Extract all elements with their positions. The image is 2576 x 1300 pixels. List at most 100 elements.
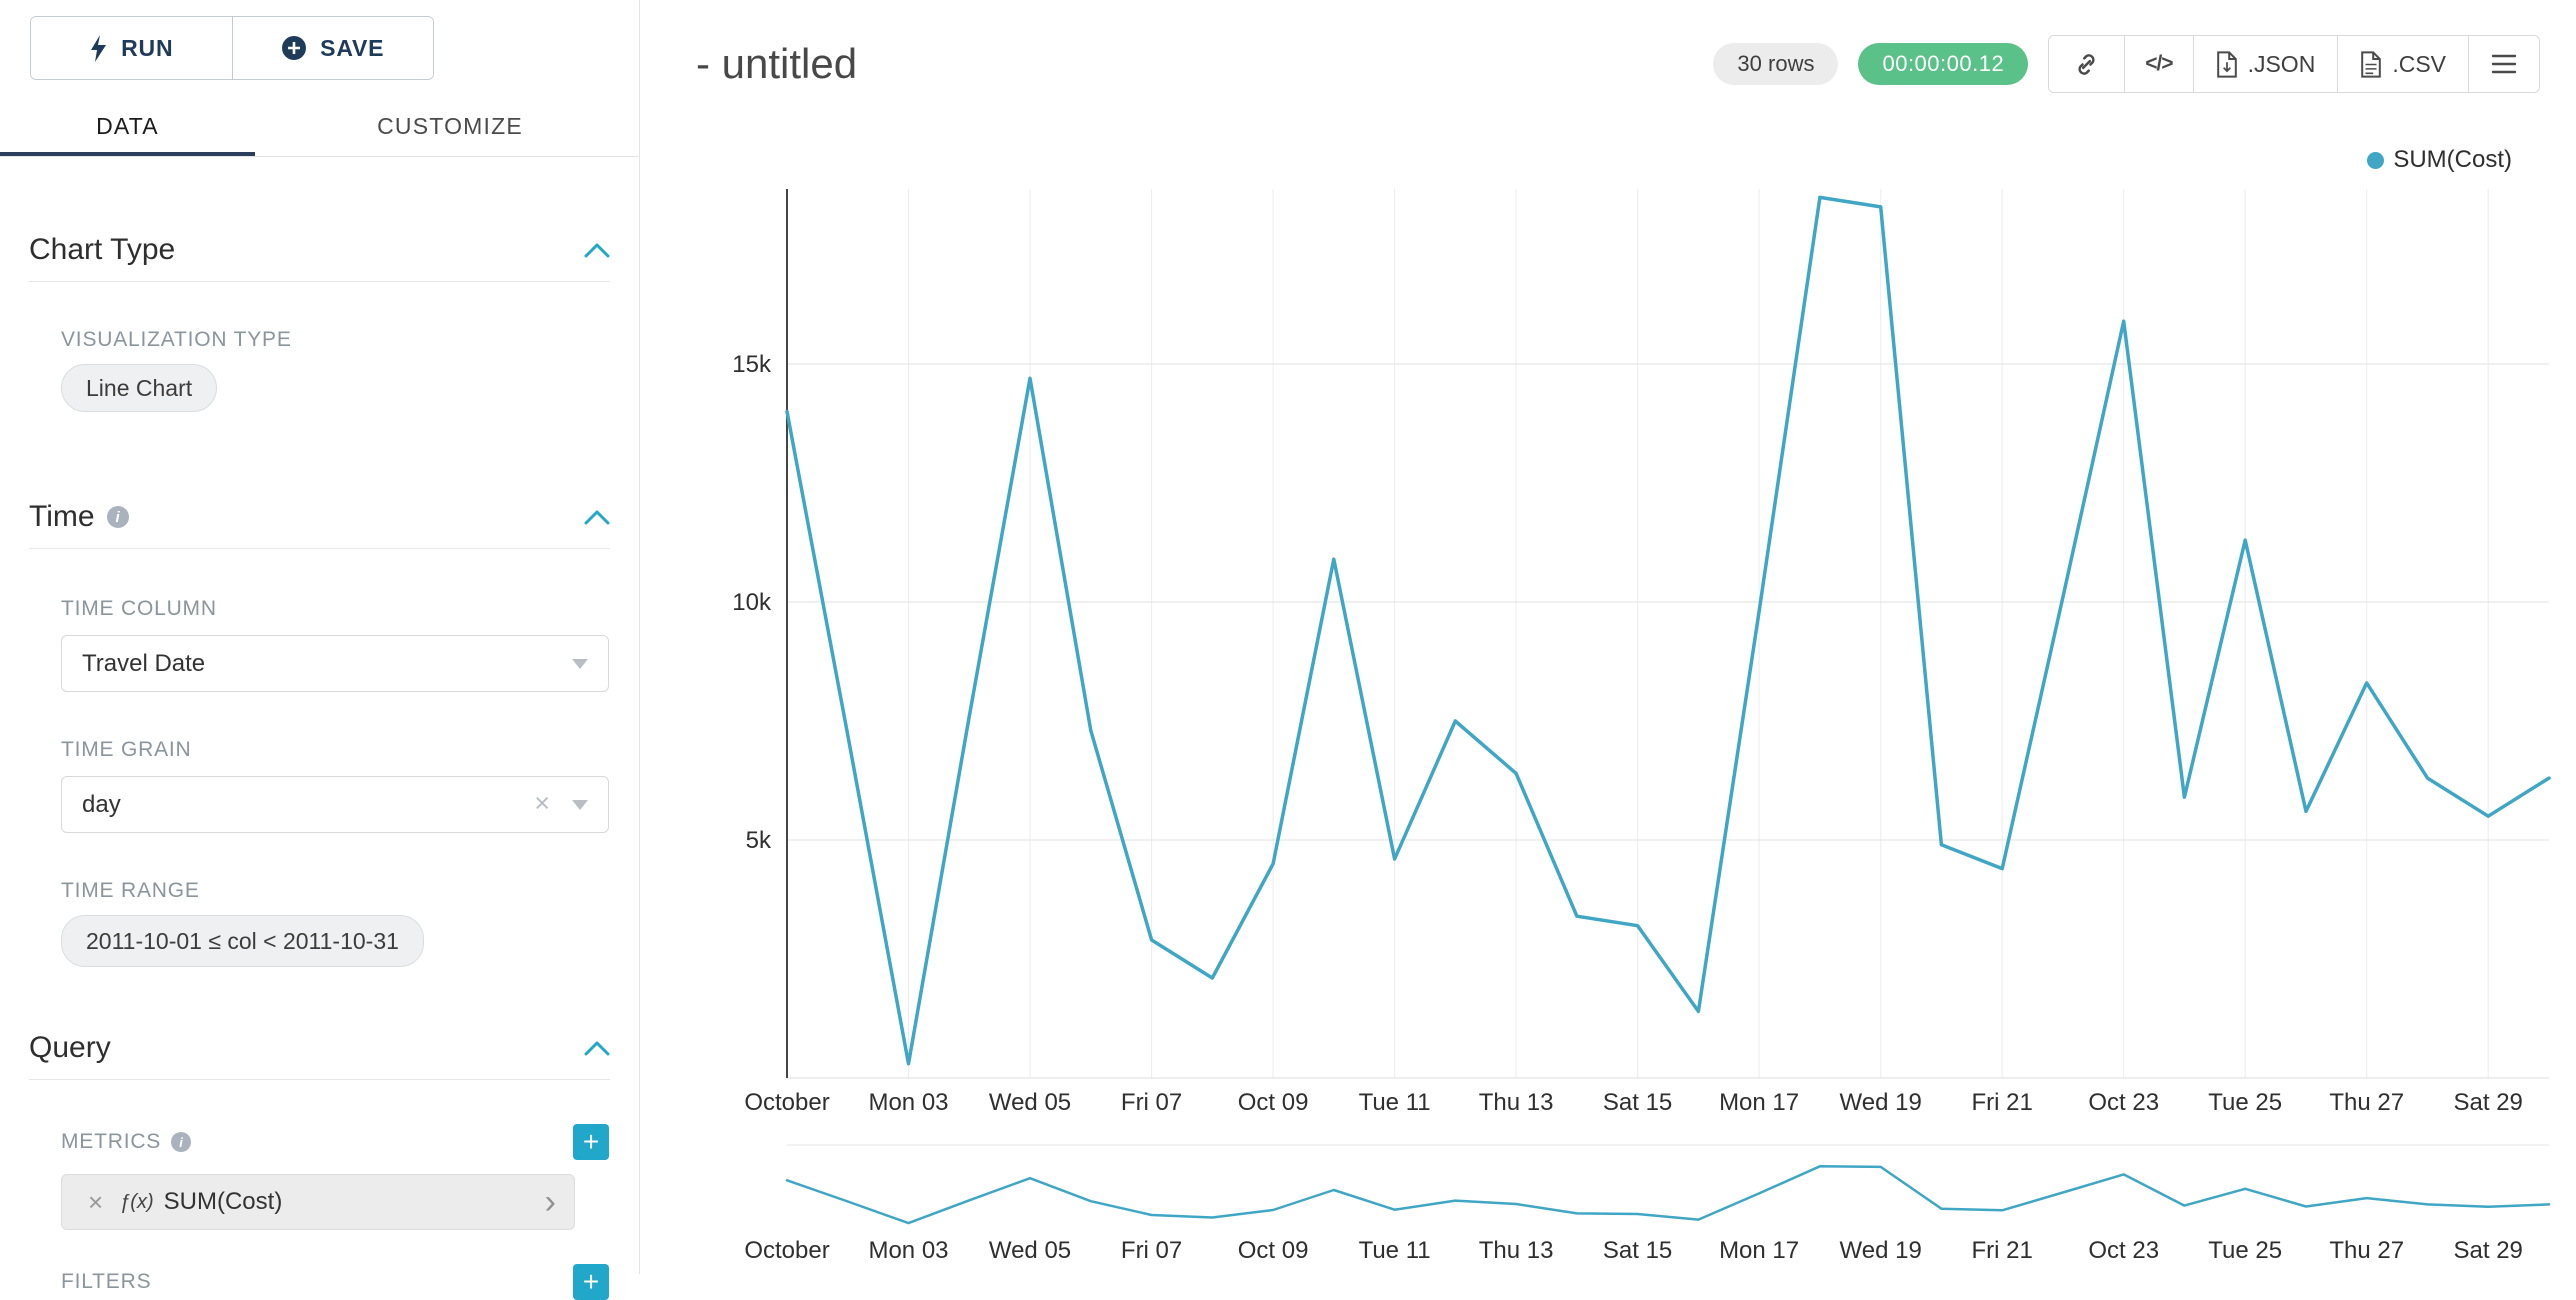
sidebar-tabbar: DATA CUSTOMIZE [0,96,639,157]
tab-customize-label: CUSTOMIZE [377,112,523,139]
chevron-up-icon[interactable] [584,1041,610,1056]
svg-text:Mon 17: Mon 17 [1719,1237,1799,1264]
section-chart-type-header[interactable]: Chart Type [29,233,610,282]
svg-text:Oct 23: Oct 23 [2088,1089,2159,1116]
svg-text:Oct 09: Oct 09 [1238,1089,1309,1116]
export-json-label: .JSON [2247,50,2316,77]
svg-text:Thu 27: Thu 27 [2329,1089,2404,1116]
section-time-title: Time [29,500,95,533]
link-icon [2078,53,2095,75]
chevron-down-icon [572,659,588,669]
chevron-up-icon[interactable] [584,243,610,258]
save-button[interactable]: SAVE [231,17,433,79]
svg-text:Fri 21: Fri 21 [1972,1237,2033,1264]
section-time-content: TIME COLUMN Travel Date TIME GRAIN day ×… [61,597,609,967]
time-grain-value: day [82,790,121,818]
chevron-down-icon [572,800,588,810]
page-title: - untitled [696,40,858,87]
svg-text:Sat 15: Sat 15 [1603,1237,1672,1264]
export-button-group: </> .JSON .CSV [2048,35,2540,93]
svg-text:Wed 19: Wed 19 [1840,1237,1922,1264]
section-query-header[interactable]: Query [29,1031,610,1080]
run-save-button-group: RUN SAVE [30,16,434,80]
visualization-type-value[interactable]: Line Chart [61,364,218,412]
share-link-button[interactable] [2049,36,2125,92]
metric-pill[interactable]: × ƒ(x) SUM(Cost) › [61,1174,575,1230]
svg-text:Wed 05: Wed 05 [989,1089,1071,1116]
svg-text:Sat 29: Sat 29 [2454,1237,2523,1264]
info-icon: i [171,1132,192,1152]
lightning-bolt-icon [91,34,107,62]
download-file-icon [2216,50,2237,78]
metrics-label: METRICS [61,1130,162,1153]
svg-text:Oct 09: Oct 09 [1238,1237,1309,1264]
section-time-header[interactable]: Time i [29,500,610,549]
section-chart-type-content: VISUALIZATION TYPE Line Chart [61,328,609,412]
export-csv-button[interactable]: .CSV [2337,36,2468,92]
time-range-value[interactable]: 2011-10-01 ≤ col < 2011-10-31 [61,915,424,967]
add-metric-button[interactable]: + [573,1124,609,1160]
section-query-title: Query [29,1031,111,1064]
time-grain-label: TIME GRAIN [61,738,192,761]
time-column-select[interactable]: Travel Date [61,635,609,692]
range-selector-mini-chart[interactable]: October Mon 03 Wed 05 Fri 07 Oct 09 Tue 11 Thu… [640,1140,2576,1274]
svg-text:Wed 19: Wed 19 [1840,1089,1922,1116]
chart-header-controls: 30 rows 00:00:00.12 </> .JSON [1713,35,2540,93]
svg-text:Thu 27: Thu 27 [2329,1237,2404,1264]
remove-metric-icon[interactable]: × [88,1187,104,1217]
export-csv-label: .CSV [2392,50,2446,77]
function-icon: ƒ(x) [119,1190,154,1213]
svg-text:Tue 11: Tue 11 [1359,1089,1431,1116]
hamburger-menu-icon [2491,54,2517,74]
tab-customize[interactable]: CUSTOMIZE [330,96,570,156]
save-button-label: SAVE [320,34,385,61]
svg-text:Fri 21: Fri 21 [1972,1089,2033,1116]
svg-text:Sat 15: Sat 15 [1603,1089,1672,1116]
svg-text:October: October [744,1237,829,1264]
code-icon: </> [2145,52,2173,75]
svg-text:Tue 25: Tue 25 [2208,1089,2282,1116]
svg-text:Fri 07: Fri 07 [1121,1089,1182,1116]
add-filter-button[interactable]: + [573,1264,609,1300]
svg-text:Tue 11: Tue 11 [1359,1237,1431,1264]
svg-text:10k: 10k [732,589,772,616]
tab-data-label: DATA [96,112,159,139]
control-panel: Chart Type VISUALIZATION TYPE Line Chart… [0,157,639,1300]
view-query-button[interactable]: </> [2124,36,2193,92]
metric-name: SUM(Cost) [163,1188,283,1215]
svg-text:5k: 5k [746,827,772,854]
svg-text:October: October [744,1089,829,1116]
plus-circle-icon [282,36,307,60]
chart-area: - untitled 30 rows 00:00:00.12 </> [640,0,2576,1274]
export-json-button[interactable]: .JSON [2192,36,2338,92]
legend-series-dot [2367,151,2385,169]
line-chart: 5k 10k 15k October Mon 03 Wed 05 Fri 07 Oct 09 T… [732,189,2551,1116]
visualization-type-label: VISUALIZATION TYPE [61,328,292,351]
time-grain-select[interactable]: day × [61,776,609,833]
svg-text:Mon 17: Mon 17 [1719,1089,1799,1116]
svg-text:Wed 05: Wed 05 [989,1237,1071,1264]
query-timer-badge: 00:00:00.12 [1858,43,2029,85]
svg-text:Mon 03: Mon 03 [868,1237,948,1264]
svg-text:Tue 25: Tue 25 [2208,1237,2282,1264]
info-icon: i [106,506,129,528]
chart-legend[interactable]: SUM(Cost) [2367,146,2512,174]
file-icon [2361,50,2382,78]
chart-menu-button[interactable] [2468,36,2539,92]
clear-icon[interactable]: × [534,788,550,818]
svg-text:15k: 15k [732,351,772,378]
svg-text:Thu 13: Thu 13 [1479,1089,1554,1116]
rows-count-badge: 30 rows [1713,43,1839,85]
section-chart-type-title: Chart Type [29,233,176,266]
chevron-right-icon[interactable]: › [544,1183,556,1221]
tab-data[interactable]: DATA [0,96,255,156]
explore-sidebar: RUN SAVE DATA CUSTOMIZE Chart Type [0,0,640,1300]
chevron-up-icon[interactable] [584,510,610,525]
time-range-label: TIME RANGE [61,879,200,902]
svg-text:Fri 07: Fri 07 [1121,1237,1182,1264]
run-button[interactable]: RUN [31,17,232,79]
svg-text:Mon 03: Mon 03 [868,1089,948,1116]
svg-text:Oct 23: Oct 23 [2088,1237,2159,1264]
svg-text:Thu 13: Thu 13 [1479,1237,1554,1264]
legend-series-label: SUM(Cost) [2393,146,2512,173]
